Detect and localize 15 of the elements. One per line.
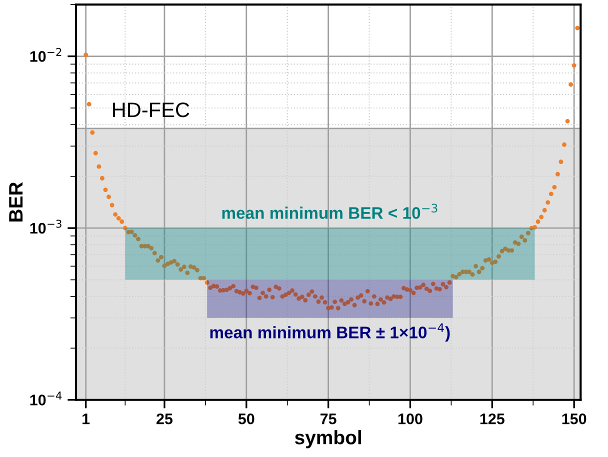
y-tick-label: 10$^{−4}$	[30, 392, 62, 406]
x-tick-label: 100	[398, 413, 422, 424]
x-axis-title: symbol	[294, 430, 361, 448]
x-tick-label: 150	[562, 413, 586, 424]
band-label: mean minimum BER < 10$^{−3}$	[222, 204, 438, 219]
band-label: mean minimum BER ± 1×10$^{−4}$)	[210, 323, 450, 342]
y-axis-title: BER	[9, 182, 23, 222]
x-tick-label: 75	[320, 414, 336, 424]
y-tick-label: 10$^{−2}$	[30, 48, 62, 62]
band-label: HD-FEC	[113, 102, 190, 118]
x-tick-label: 1	[82, 414, 90, 424]
x-tick-label: 50	[238, 413, 254, 424]
y-tick-label: 10$^{−3}$	[30, 220, 62, 234]
x-tick-label: 25	[156, 413, 173, 424]
x-tick-label: 125	[480, 413, 504, 424]
